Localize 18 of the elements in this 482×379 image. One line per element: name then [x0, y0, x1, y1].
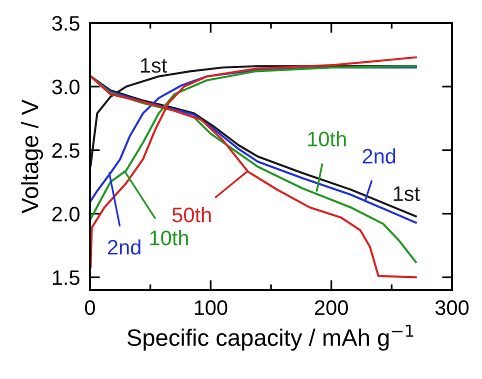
y-tick-label: 1.5 — [52, 270, 80, 286]
x-tick-label: 100 — [194, 300, 228, 316]
y-tick-label: 2.5 — [52, 143, 80, 158]
annotation: 2nd — [108, 239, 140, 255]
y-tick-label: 3.5 — [52, 16, 80, 31]
y-tick-label: 2.0 — [52, 206, 80, 222]
annotation: 50th — [172, 207, 211, 222]
x-axis-title: Specific capacity / mAh g$^{−1}$ — [127, 324, 414, 351]
annotation: 10th — [308, 131, 346, 146]
annotation: 2nd — [362, 148, 396, 164]
x-tick-label: 300 — [435, 300, 469, 316]
annotation: 1st — [394, 186, 420, 202]
annotation: 1st — [140, 58, 168, 73]
x-tick-label: 0 — [85, 300, 95, 316]
x-tick-label: 200 — [315, 300, 348, 316]
y-axis-title: Voltage / V — [20, 99, 43, 214]
annotation: 10th — [150, 230, 188, 246]
y-tick-label: 3.0 — [52, 80, 80, 94]
